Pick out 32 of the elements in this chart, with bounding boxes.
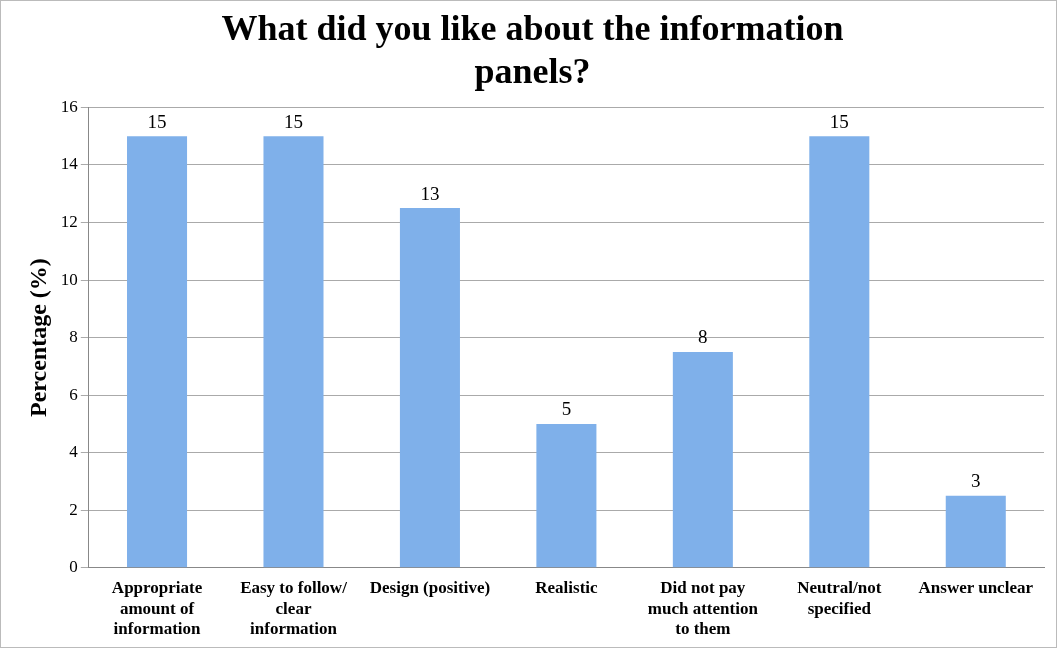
data-label: 13: [420, 182, 440, 204]
bar: [263, 136, 324, 568]
data-label: 15: [147, 110, 167, 132]
y-tick-label: 6: [69, 384, 78, 404]
data-label: 15: [829, 110, 849, 132]
data-label: 5: [561, 398, 572, 420]
y-tick-label: 10: [60, 269, 78, 289]
x-tick-label: Easy to follow/ clear information: [240, 578, 348, 639]
bar: [809, 136, 870, 568]
x-tick-label: Answer unclear: [918, 578, 1034, 598]
x-tick-label: Design (positive): [369, 578, 491, 598]
y-tick-label: 4: [69, 442, 79, 462]
data-label: 3: [971, 470, 981, 492]
y-tick-label: 8: [69, 327, 78, 347]
x-tick-label: Neutral/not specified: [797, 578, 882, 618]
y-axis-title: Percentage (%): [24, 258, 51, 418]
y-tick-label: 14: [60, 154, 79, 174]
y-tick-label: 16: [60, 96, 78, 116]
data-label: 8: [698, 326, 708, 348]
y-tick-label: 0: [69, 557, 78, 577]
bar: [672, 351, 733, 568]
x-tick-label: Realistic: [535, 578, 598, 598]
x-tick-label: Did not pay much attention to them: [647, 578, 759, 639]
bar: [127, 136, 188, 568]
y-tick-label: 2: [69, 499, 78, 519]
data-label: 15: [283, 110, 303, 132]
bar: [536, 423, 597, 568]
chart-title: What did you like about the information panels?: [221, 7, 844, 92]
y-tick-label: 12: [60, 211, 78, 231]
bar: [399, 208, 460, 568]
bar: [945, 495, 1006, 568]
x-tick-label: Appropriate amount of information: [111, 578, 203, 639]
